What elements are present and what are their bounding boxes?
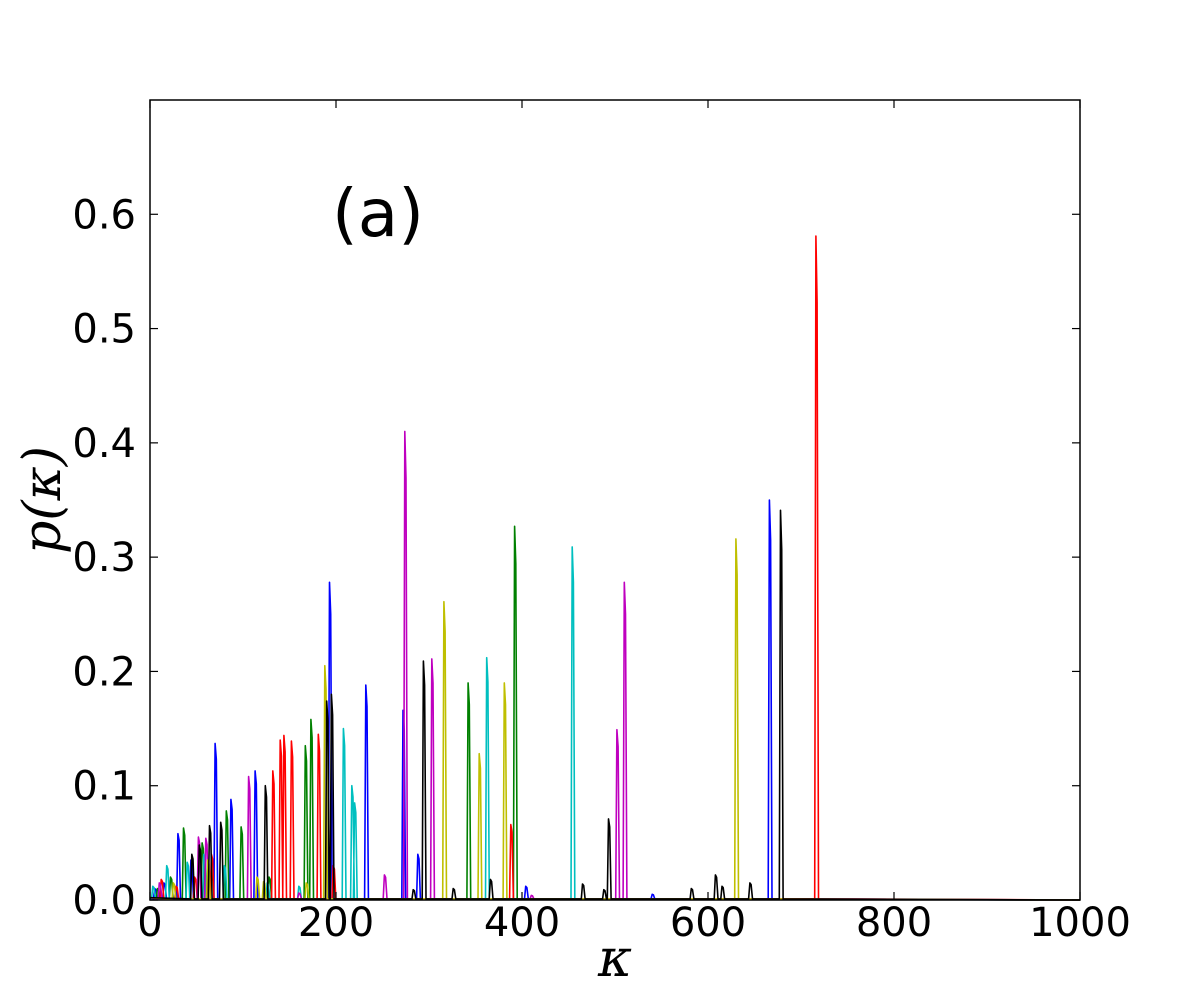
x-axis-label: κ xyxy=(597,929,632,989)
series-line-black xyxy=(149,509,1081,901)
y-tick-label: 0.4 xyxy=(72,421,136,467)
y-tick-label: 0.3 xyxy=(72,535,136,581)
y-tick-label: 0.0 xyxy=(72,878,136,924)
x-tick-label: 800 xyxy=(856,900,932,946)
x-tick-label: 600 xyxy=(670,900,746,946)
x-tick-label: 1000 xyxy=(1029,900,1131,946)
y-tick-label: 0.2 xyxy=(72,649,136,695)
plot-frame xyxy=(149,99,1081,901)
y-axis-label: p(κ) xyxy=(13,446,73,554)
y-tick-label: 0.1 xyxy=(72,764,136,810)
y-tick-label: 0.6 xyxy=(72,192,136,238)
tick-layer: 0 200 400 600 800 1000 0.0 0.1 0.2 0.3 0.4 0.5 0.6 xyxy=(72,100,1131,946)
panel-label: (a) xyxy=(332,175,424,252)
x-tick-label: 400 xyxy=(484,900,560,946)
series-layer xyxy=(149,235,1081,901)
x-tick-label: 0 xyxy=(137,900,162,946)
y-tick-label: 0.5 xyxy=(72,307,136,353)
x-tick-label: 200 xyxy=(298,900,374,946)
